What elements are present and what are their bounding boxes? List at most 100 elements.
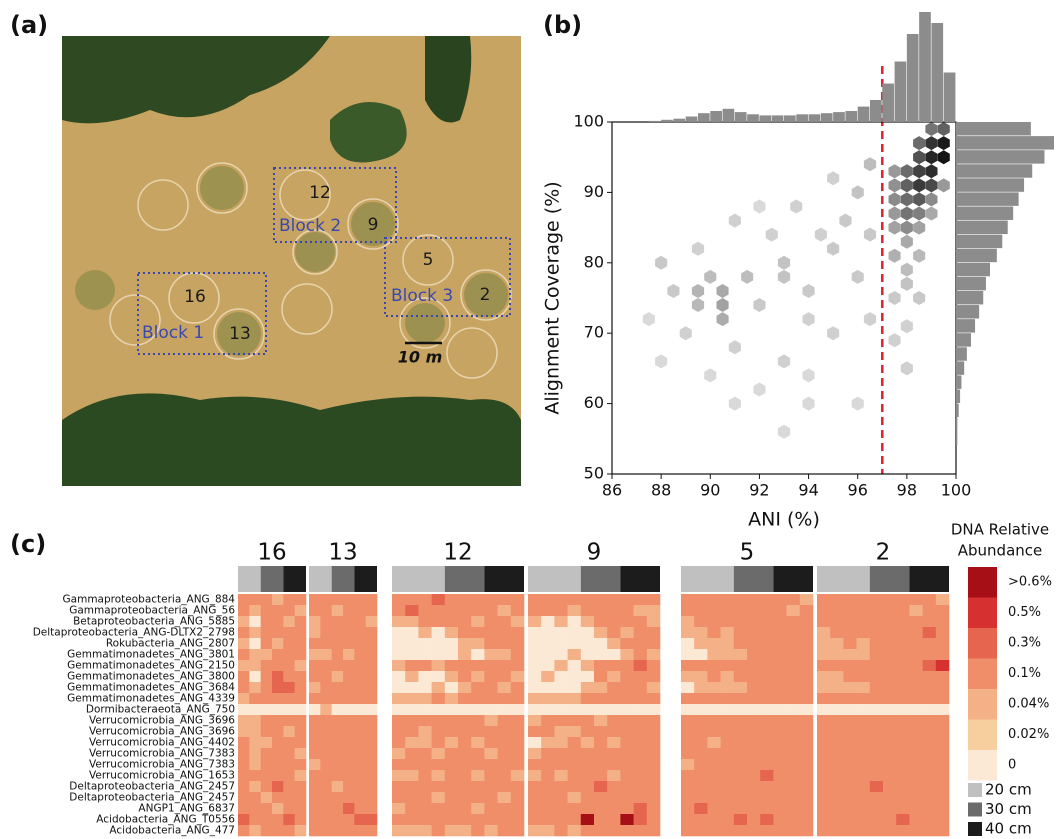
heat-cell bbox=[935, 594, 950, 606]
heat-cell bbox=[799, 726, 814, 738]
heat-cell bbox=[935, 638, 950, 650]
hexbin bbox=[679, 326, 692, 341]
heat-cell bbox=[458, 748, 472, 760]
heat-cell bbox=[733, 660, 748, 672]
heat-cell bbox=[909, 605, 923, 617]
heat-cell bbox=[294, 803, 307, 815]
right-hist-bar bbox=[956, 347, 967, 361]
heat-cell bbox=[272, 781, 284, 793]
heat-cell bbox=[694, 682, 708, 694]
heat-cell bbox=[681, 715, 695, 727]
heat-cell bbox=[309, 693, 321, 705]
hexbin bbox=[716, 312, 729, 327]
heat-cell bbox=[418, 770, 432, 782]
heat-cell bbox=[607, 770, 621, 782]
heat-cell bbox=[320, 704, 332, 716]
top-hist-bar bbox=[747, 114, 759, 122]
heat-cell bbox=[365, 638, 378, 650]
heat-cell bbox=[354, 726, 366, 738]
heat-cell bbox=[567, 616, 582, 628]
depth-bar bbox=[238, 566, 261, 592]
heat-cell bbox=[272, 803, 284, 815]
heat-cell bbox=[418, 814, 432, 826]
row-label: Verrucomicrobia_ANG_4402 bbox=[89, 737, 235, 749]
heat-cell bbox=[580, 693, 595, 705]
heat-cell bbox=[272, 605, 284, 617]
heat-cell bbox=[365, 682, 378, 694]
legend-swatch bbox=[968, 628, 997, 659]
heat-cell bbox=[830, 616, 844, 628]
heat-cell bbox=[817, 825, 831, 837]
heat-cell bbox=[418, 748, 432, 760]
heat-cell bbox=[883, 682, 897, 694]
heat-cell bbox=[343, 671, 355, 683]
heat-cell bbox=[883, 605, 897, 617]
heat-cell bbox=[484, 803, 498, 815]
heat-cell bbox=[922, 781, 937, 793]
heat-cell bbox=[309, 781, 321, 793]
heat-cell bbox=[309, 660, 321, 672]
heat-cell bbox=[720, 649, 735, 661]
legend-swatch bbox=[968, 719, 997, 750]
heat-cell bbox=[843, 814, 857, 826]
heat-cell bbox=[484, 792, 498, 804]
heat-cell bbox=[646, 737, 661, 749]
heat-cell bbox=[497, 693, 512, 705]
heat-cell bbox=[528, 792, 542, 804]
heat-cell bbox=[620, 803, 634, 815]
heat-cell bbox=[354, 748, 366, 760]
heat-cell bbox=[541, 715, 555, 727]
heat-cell bbox=[646, 825, 661, 837]
heat-cell bbox=[896, 726, 910, 738]
heat-cell bbox=[405, 770, 419, 782]
heat-cell bbox=[283, 737, 295, 749]
plot-number: 16 bbox=[184, 287, 206, 307]
heat-cell bbox=[260, 726, 273, 738]
heat-cell bbox=[733, 682, 748, 694]
heat-cell bbox=[283, 627, 295, 639]
heat-cell bbox=[294, 627, 307, 639]
heat-cell bbox=[869, 671, 884, 683]
plot-number: 12 bbox=[309, 183, 331, 203]
heat-cell bbox=[856, 594, 871, 606]
heat-cell bbox=[541, 605, 555, 617]
heat-cell bbox=[720, 660, 735, 672]
row-label: Acidobacteria_ANG_477 bbox=[109, 825, 235, 837]
heat-cell bbox=[773, 649, 787, 661]
heat-cell bbox=[471, 605, 485, 617]
heat-cell bbox=[418, 616, 432, 628]
heat-cell bbox=[541, 649, 555, 661]
heat-cell bbox=[799, 737, 814, 749]
heat-cell bbox=[620, 781, 634, 793]
heat-cell bbox=[922, 759, 937, 771]
heat-cell bbox=[354, 693, 366, 705]
heat-cell bbox=[896, 770, 910, 782]
heat-cell bbox=[694, 803, 708, 815]
heat-cell bbox=[922, 792, 937, 804]
heat-cell bbox=[733, 726, 748, 738]
heat-cell bbox=[760, 715, 774, 727]
hexbin bbox=[913, 150, 926, 165]
hexbin bbox=[888, 164, 901, 179]
heat-cell bbox=[272, 770, 284, 782]
right-hist-bar bbox=[956, 192, 1019, 206]
heat-cell bbox=[392, 759, 406, 771]
heat-cell bbox=[392, 627, 406, 639]
heat-cell bbox=[760, 759, 774, 771]
heat-cell bbox=[594, 649, 608, 661]
heat-cell bbox=[343, 605, 355, 617]
heat-cell bbox=[694, 792, 708, 804]
heat-cell bbox=[260, 594, 273, 606]
x-tick-label: 88 bbox=[651, 481, 671, 500]
row-label: Gemmatimonadetes_ANG_3800 bbox=[67, 671, 235, 683]
heat-cell bbox=[320, 715, 332, 727]
legend-label: 0.02% bbox=[1008, 727, 1049, 742]
heat-cell bbox=[681, 792, 695, 804]
heat-cell bbox=[633, 594, 648, 606]
heat-cell bbox=[283, 759, 295, 771]
heat-cell bbox=[799, 627, 814, 639]
heat-cell bbox=[260, 803, 273, 815]
heat-cell bbox=[331, 726, 344, 738]
top-hist-bar bbox=[698, 113, 710, 122]
heat-cell bbox=[856, 649, 871, 661]
